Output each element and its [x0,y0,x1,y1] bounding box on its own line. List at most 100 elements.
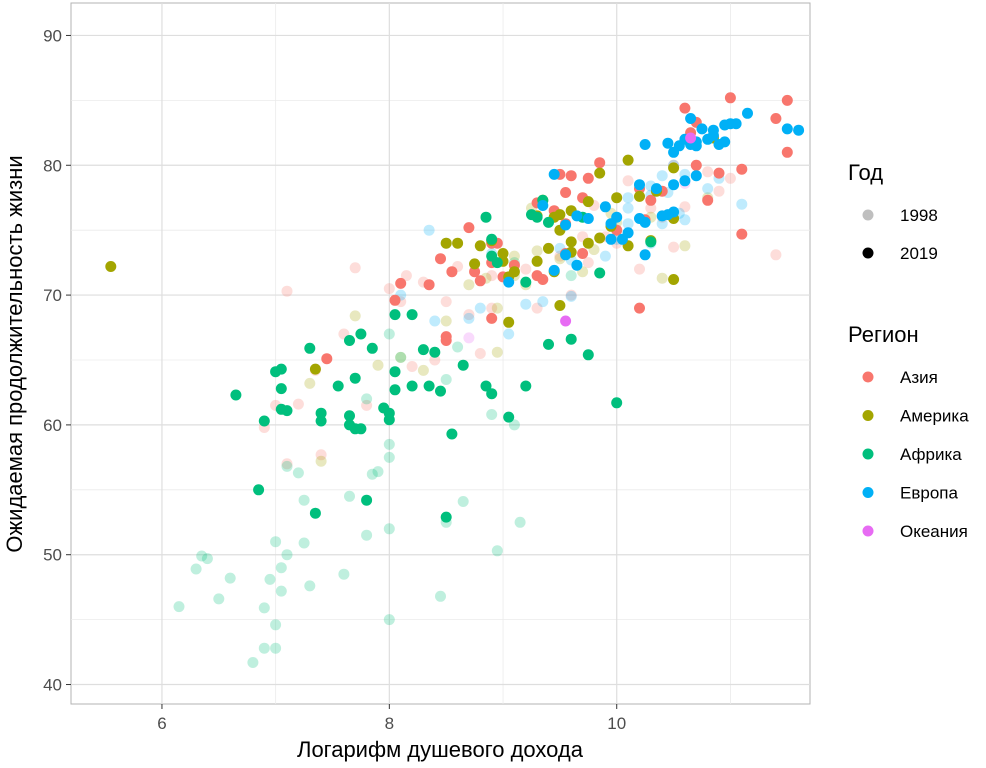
data-point [395,277,407,289]
y-tick-label: 80 [43,156,62,175]
data-point [565,290,577,302]
data-point [196,550,208,562]
legend-year-marker-2019 [862,247,874,259]
data-point [486,388,498,400]
legend-region-label: Океания [900,522,968,541]
data-point [440,296,452,308]
data-point [486,270,498,282]
data-point [724,92,736,104]
data-point [565,270,577,282]
data-point [503,411,515,423]
data-point [474,240,486,252]
data-point [429,346,441,358]
data-point [281,285,293,297]
data-point [560,249,572,261]
x-tick-label: 6 [157,714,166,733]
data-point [389,366,401,378]
data-point [548,264,560,276]
data-point [679,214,691,226]
data-point [668,162,680,174]
data-point [349,262,361,274]
data-point [281,405,293,417]
data-point [503,276,515,288]
data-point [258,602,270,614]
data-point [611,192,623,204]
legend-year: Год 1998 2019 [848,160,938,263]
data-point [645,236,657,248]
data-point [486,409,498,420]
data-point [474,275,486,287]
data-point [565,333,577,345]
data-point [565,236,577,248]
data-point [781,123,793,135]
data-point [417,344,429,356]
data-point [491,257,503,269]
data-point [474,302,486,314]
data-point [531,255,543,267]
legend-year-marker-1998 [862,209,874,221]
data-point [309,363,321,375]
data-point [344,410,355,422]
data-point [702,194,714,206]
data-point [520,276,532,288]
data-point [281,549,293,561]
data-point [685,132,697,144]
data-point [253,484,265,496]
data-points [105,92,805,668]
data-point [656,218,668,230]
data-point [781,146,793,158]
data-point [440,374,452,385]
data-point [781,94,793,106]
data-point [247,657,259,668]
data-point [582,257,594,269]
legend-region-label: Америка [900,407,969,426]
data-point [599,250,611,262]
data-point [702,183,714,195]
data-point [594,157,606,169]
data-point [383,451,395,463]
data-point [622,154,634,166]
data-point [713,185,725,197]
data-point [275,562,287,574]
data-point [270,366,282,378]
legend-year-label-1998: 1998 [900,206,938,225]
data-point [344,335,355,346]
data-point [611,211,623,223]
data-point [355,328,367,340]
data-point [520,298,532,310]
y-tick-label: 90 [43,26,62,45]
data-point [736,198,748,210]
data-point [577,248,589,259]
data-point [793,124,805,136]
legend-region-items: Азия Америка Африка Европа Океания [862,368,969,541]
data-point [543,242,554,254]
data-point [423,224,435,236]
data-point [724,172,736,184]
data-point [605,233,617,245]
data-point [571,210,583,222]
data-point [679,201,691,213]
data-point [582,237,594,249]
data-point [690,170,702,182]
data-point [480,380,492,392]
data-point [497,248,509,259]
data-point [440,237,452,249]
data-point [315,455,327,467]
data-point [344,419,355,431]
data-point [696,123,708,135]
y-tick-label: 60 [43,416,62,435]
data-point [719,136,731,148]
legend-region-marker [862,487,874,498]
data-point [417,364,429,376]
data-point [668,146,680,158]
data-point [742,107,753,119]
legend-region-marker [862,525,874,537]
grid-minor [71,3,810,704]
data-point [537,296,549,308]
data-point [645,194,657,206]
data-point [656,210,668,222]
data-point [309,507,321,519]
data-point [594,232,606,244]
data-point [298,537,310,549]
data-point [560,315,572,327]
